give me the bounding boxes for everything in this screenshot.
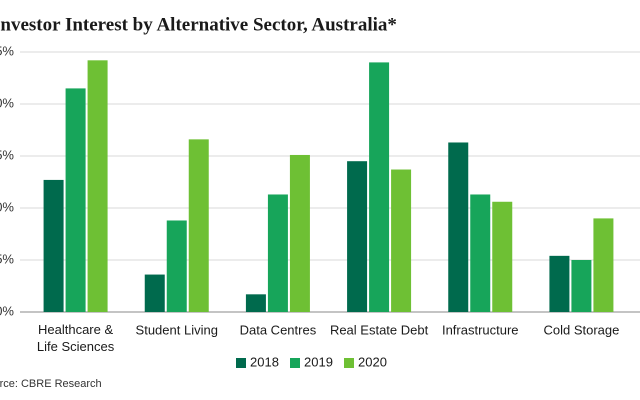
- legend-label: 2019: [304, 354, 333, 369]
- x-tick-label: Real Estate Debt: [330, 322, 429, 337]
- bar: [166, 220, 187, 312]
- bar: [65, 88, 86, 313]
- bar: [470, 194, 491, 312]
- bar: [87, 60, 108, 312]
- source-note: Source: CBRE Research: [0, 378, 102, 390]
- bar: [144, 274, 165, 312]
- y-tick-label: 10%: [0, 199, 14, 214]
- legend-swatch: [344, 358, 354, 368]
- legend-swatch: [290, 358, 300, 368]
- y-tick-label: 0%: [0, 303, 14, 318]
- bar: [245, 294, 266, 312]
- legend-label: 2020: [358, 354, 387, 369]
- chart-title: Investor Interest by Alternative Sector,…: [0, 14, 397, 35]
- y-tick-label: 15%: [0, 147, 14, 162]
- y-tick-label: 5%: [0, 251, 14, 266]
- y-tick-label: 20%: [0, 95, 14, 110]
- bar: [492, 201, 513, 312]
- bar: [369, 62, 390, 313]
- x-tick-label: Cold Storage: [543, 322, 619, 337]
- x-tick-label: Student Living: [136, 322, 218, 337]
- x-tick-label: Infrastructure: [442, 322, 519, 337]
- legend-swatch: [236, 358, 246, 368]
- bar: [549, 255, 570, 312]
- x-tick-label: Healthcare & Life Sciences: [37, 322, 115, 354]
- x-tick-label: Data Centres: [240, 322, 317, 337]
- legend-label: 2018: [250, 354, 279, 369]
- bar: [571, 260, 592, 312]
- bar: [267, 194, 288, 312]
- bar: [188, 139, 209, 312]
- bar: [448, 142, 469, 312]
- bar: [289, 154, 310, 312]
- y-tick-label: 25%: [0, 43, 14, 58]
- bar: [391, 169, 412, 312]
- bar: [593, 218, 614, 312]
- bar: [347, 161, 368, 312]
- bar: [43, 179, 64, 312]
